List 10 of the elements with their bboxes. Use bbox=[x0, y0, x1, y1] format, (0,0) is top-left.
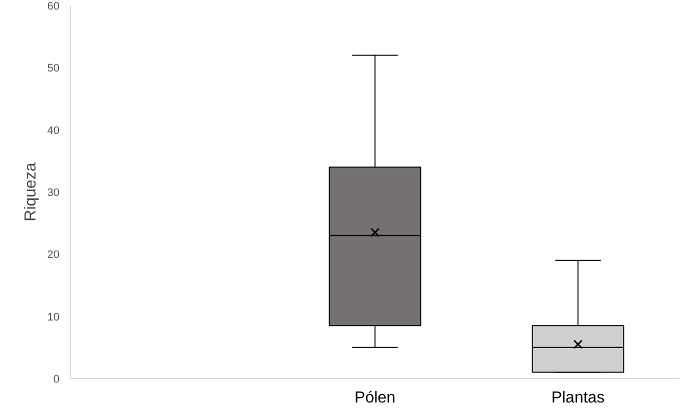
x-tick-label: Plantas bbox=[551, 390, 605, 406]
x-tick-label: Pólen bbox=[354, 390, 396, 406]
y-tick-label: 60 bbox=[47, 0, 60, 12]
y-tick-label: 30 bbox=[47, 187, 60, 199]
y-tick-label: 10 bbox=[47, 311, 60, 324]
y-axis-title: Riqueza bbox=[22, 162, 40, 222]
y-tick-label: 0 bbox=[53, 374, 60, 386]
y-tick-label: 20 bbox=[47, 249, 60, 262]
y-tick-label: 40 bbox=[47, 124, 60, 137]
y-tick-label: 50 bbox=[47, 62, 60, 75]
